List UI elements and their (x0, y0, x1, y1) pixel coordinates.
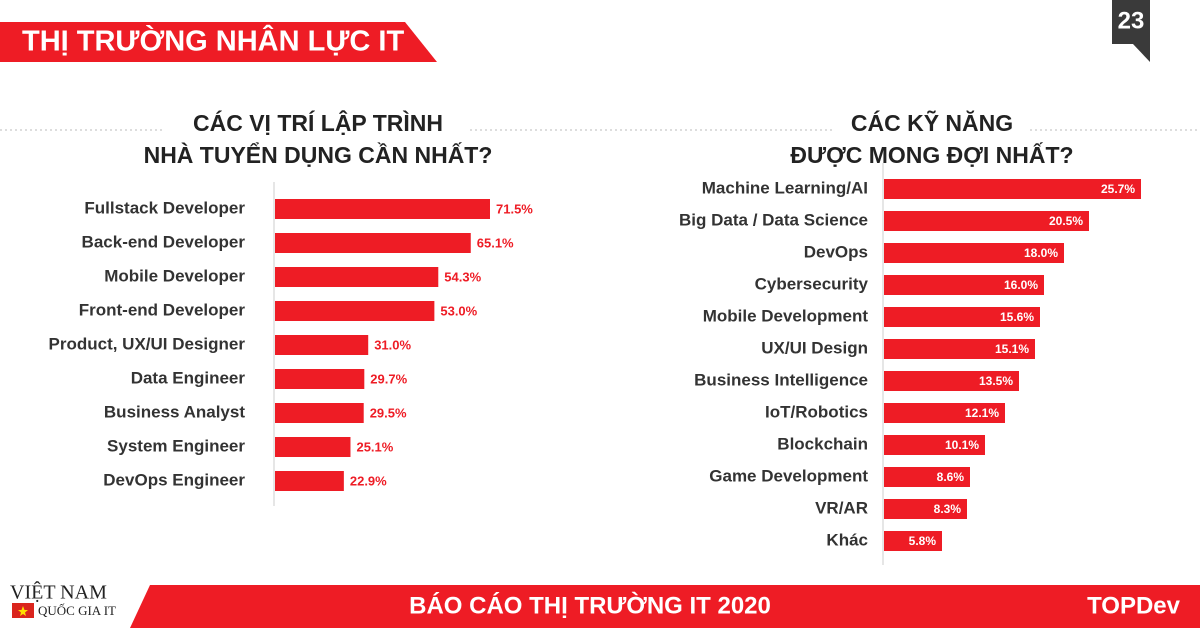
value-label: 29.7% (370, 371, 407, 386)
value-label: 5.8% (909, 534, 937, 548)
bar (884, 467, 970, 487)
category-label: Business Analyst (104, 402, 245, 421)
page-number: 23 (1118, 7, 1145, 34)
logo-line1: VIỆT NAM (10, 581, 107, 604)
page-tab (1112, 0, 1150, 62)
category-label: Product, UX/UI Designer (49, 334, 246, 353)
footer-band (130, 585, 1200, 628)
bar (275, 233, 471, 253)
value-label: 10.1% (945, 438, 979, 452)
bar (884, 403, 1005, 423)
value-label: 16.0% (1004, 278, 1038, 292)
category-label: UX/UI Design (761, 338, 868, 357)
category-label: System Engineer (107, 436, 245, 455)
value-label: 15.1% (995, 342, 1029, 356)
value-label: 65.1% (477, 235, 514, 250)
bar (884, 371, 1019, 391)
category-label: VR/AR (815, 498, 868, 517)
category-label: Mobile Development (703, 306, 869, 325)
bar (275, 199, 490, 219)
chart-title: CÁC VỊ TRÍ LẬP TRÌNH (193, 109, 443, 136)
value-label: 29.5% (370, 405, 407, 420)
footer-brand: TOPDev (1087, 592, 1181, 619)
bar (275, 267, 439, 287)
value-label: 13.5% (979, 374, 1013, 388)
bar (884, 275, 1044, 295)
bar (884, 499, 967, 519)
bar (884, 307, 1040, 327)
bar (275, 301, 435, 321)
flag-star (18, 606, 28, 616)
value-label: 53.0% (440, 303, 477, 318)
category-label: Business Intelligence (694, 370, 868, 389)
bar (884, 179, 1141, 199)
value-label: 25.1% (356, 439, 393, 454)
value-label: 31.0% (374, 337, 411, 352)
bar (275, 335, 369, 355)
header-band (0, 22, 437, 62)
bar (884, 435, 985, 455)
value-label: 8.3% (934, 502, 962, 516)
bar (275, 403, 364, 423)
logo-line2: QUỐC GIA IT (38, 603, 116, 618)
category-label: DevOps Engineer (103, 470, 245, 489)
value-label: 8.6% (937, 470, 965, 484)
value-label: 71.5% (496, 201, 533, 216)
category-label: Khác (826, 530, 868, 549)
value-label: 54.3% (444, 269, 481, 284)
value-label: 20.5% (1049, 214, 1083, 228)
chart-title: CÁC KỸ NĂNG (851, 109, 1013, 136)
chart-title: NHÀ TUYỂN DỤNG CẦN NHẤT? (144, 141, 493, 168)
value-label: 18.0% (1024, 246, 1058, 260)
bar (884, 243, 1064, 263)
chart-title: ĐƯỢC MONG ĐỢI NHẤT? (790, 141, 1073, 168)
category-label: Machine Learning/AI (702, 178, 868, 197)
category-label: Blockchain (777, 434, 868, 453)
category-label: Cybersecurity (755, 274, 869, 293)
category-label: Fullstack Developer (84, 198, 245, 217)
footer-title: BÁO CÁO THỊ TRƯỜNG IT 2020 (409, 591, 771, 619)
bar (275, 369, 365, 389)
value-label: 22.9% (350, 473, 387, 488)
value-label: 25.7% (1101, 182, 1135, 196)
category-label: Front-end Developer (79, 300, 246, 319)
bar (275, 471, 344, 491)
header-title: THỊ TRƯỜNG NHÂN LỰC IT (22, 24, 404, 58)
bar (884, 531, 942, 551)
bar (884, 211, 1089, 231)
bar (275, 437, 351, 457)
value-label: 12.1% (965, 406, 999, 420)
category-label: Game Development (709, 466, 868, 485)
category-label: Back-end Developer (82, 232, 246, 251)
value-label: 15.6% (1000, 310, 1034, 324)
category-label: DevOps (804, 242, 868, 261)
category-label: Mobile Developer (104, 266, 245, 285)
category-label: Big Data / Data Science (679, 210, 868, 229)
bar (884, 339, 1035, 359)
category-label: Data Engineer (131, 368, 246, 387)
category-label: IoT/Robotics (765, 402, 868, 421)
